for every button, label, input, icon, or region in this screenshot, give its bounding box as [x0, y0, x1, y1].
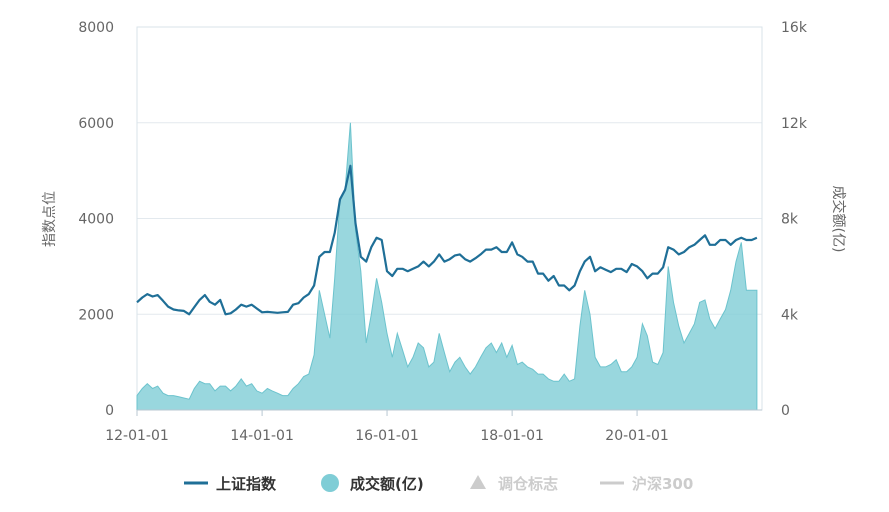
y-left-axis-ticks: 0 2000 4000 6000 8000 — [78, 20, 114, 419]
y-left-tick-label: 2000 — [78, 307, 114, 323]
legend-item[interactable]: 沪深300 — [600, 475, 693, 493]
series-turnover — [136, 122, 758, 411]
legend-item[interactable]: 调仓标志 — [470, 475, 558, 493]
y-left-tick-label: 0 — [105, 403, 114, 419]
legend-circle-icon — [321, 474, 339, 492]
y-right-axis-ticks: 0 4k 8k 12k 16k — [781, 20, 808, 419]
series-index — [136, 164, 758, 316]
legend: 上证指数 成交额(亿) 调仓标志 沪深300 — [184, 474, 693, 493]
x-tick-label: 20-01-01 — [605, 428, 669, 444]
legend-label: 上证指数 — [216, 475, 277, 493]
legend-label: 成交额(亿) — [350, 475, 424, 493]
y-right-axis-title: 成交额(亿) — [830, 186, 847, 253]
y-right-tick-label: 0 — [781, 403, 790, 419]
x-tick-label: 14-01-01 — [230, 428, 294, 444]
x-tick-label: 16-01-01 — [355, 428, 419, 444]
legend-label: 调仓标志 — [498, 475, 558, 493]
legend-item[interactable]: 上证指数 — [184, 475, 277, 493]
legend-item[interactable]: 成交额(亿) — [321, 474, 424, 493]
index-line — [136, 164, 758, 316]
x-axis-ticks: 12-01-01 14-01-01 16-01-01 18-01-01 20-01-01 — [105, 410, 669, 444]
y-left-tick-label: 8000 — [78, 20, 114, 36]
y-right-tick-label: 16k — [781, 20, 808, 36]
x-tick-label: 18-01-01 — [480, 428, 544, 444]
y-right-tick-label: 8k — [781, 212, 799, 228]
legend-label: 沪深300 — [632, 475, 693, 493]
x-tick-label: 12-01-01 — [105, 428, 169, 444]
turnover-area — [136, 122, 758, 411]
y-right-tick-label: 12k — [781, 116, 808, 132]
y-right-tick-label: 4k — [781, 307, 799, 323]
legend-triangle-icon — [470, 475, 486, 489]
y-left-tick-label: 6000 — [78, 116, 114, 132]
y-left-axis-title: 指数点位 — [42, 191, 58, 247]
y-left-tick-label: 4000 — [78, 212, 114, 228]
